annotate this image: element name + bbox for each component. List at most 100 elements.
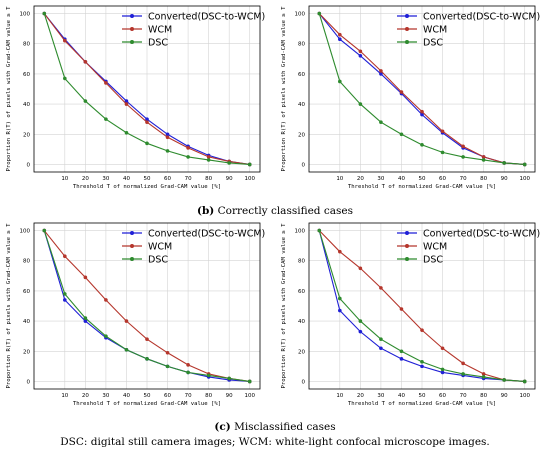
data-point-series-1 bbox=[124, 102, 129, 106]
data-point-series-2 bbox=[206, 158, 211, 162]
x-tick-label: 80 bbox=[205, 393, 212, 399]
data-point-series-1 bbox=[83, 275, 88, 280]
data-point-series-0 bbox=[63, 298, 67, 302]
data-point-series-2 bbox=[104, 117, 108, 121]
y-tick-label: 80 bbox=[298, 259, 305, 265]
x-tick-label: 60 bbox=[164, 393, 171, 399]
y-tick-label: 100 bbox=[20, 229, 31, 235]
data-point-series-1 bbox=[145, 337, 149, 341]
x-tick-label: 40 bbox=[398, 393, 405, 399]
legend-swatch-marker bbox=[405, 40, 409, 44]
data-point-series-1 bbox=[481, 372, 486, 376]
data-point-series-1 bbox=[206, 155, 211, 159]
data-point-series-0 bbox=[440, 370, 445, 375]
x-tick-label: 100 bbox=[244, 176, 255, 182]
data-point-series-1 bbox=[338, 249, 342, 254]
data-point-series-0 bbox=[420, 364, 424, 369]
legend-swatch-marker bbox=[405, 14, 409, 18]
data-point-series-1 bbox=[145, 120, 149, 124]
x-tick-label: 50 bbox=[144, 393, 151, 399]
legend-swatch-marker bbox=[405, 244, 409, 248]
x-axis-label: Threshold T of normalized Grad-CAM value… bbox=[73, 401, 221, 407]
legend-entry: DSC bbox=[148, 38, 168, 49]
data-point-series-0 bbox=[338, 308, 342, 313]
x-tick-label: 10 bbox=[61, 393, 68, 399]
data-point-series-2 bbox=[165, 149, 170, 153]
caption-c-letter: (c) bbox=[214, 421, 231, 433]
data-point-series-2 bbox=[317, 11, 322, 16]
x-axis-label: Threshold T of normalized Grad-CAM value… bbox=[348, 401, 496, 407]
data-point-series-2 bbox=[481, 158, 486, 162]
x-tick-label: 60 bbox=[164, 176, 171, 182]
y-axis-label: Proportion R(T) of pixels with Grad-CAM … bbox=[6, 6, 12, 172]
data-point-series-1 bbox=[165, 350, 170, 355]
caption-b-letter: (b) bbox=[196, 205, 215, 217]
legend-entry: DSC bbox=[423, 255, 443, 266]
data-point-series-2 bbox=[206, 373, 211, 378]
data-point-series-1 bbox=[440, 346, 445, 351]
data-point-series-1 bbox=[165, 135, 170, 140]
legend-swatch-marker bbox=[405, 257, 409, 261]
legend-swatch-marker bbox=[405, 231, 409, 235]
chart-panel-mis-right: 10 20 30 40 50 60 70 80 90 100 0 20 40 60 80 100 Thresho… bbox=[281, 222, 540, 407]
x-tick-label: 20 bbox=[82, 176, 89, 182]
data-point-series-1 bbox=[399, 307, 404, 311]
legend-entry: Converted(DSC-to-WCM) bbox=[148, 12, 265, 23]
x-tick-label: 100 bbox=[244, 393, 255, 399]
data-point-series-1 bbox=[420, 328, 424, 332]
data-point-series-0 bbox=[358, 329, 363, 334]
x-tick-label: 10 bbox=[336, 393, 343, 399]
data-point-series-1 bbox=[104, 298, 108, 302]
data-point-series-1 bbox=[399, 90, 404, 94]
data-point-series-2 bbox=[358, 319, 363, 323]
y-tick-label: 40 bbox=[23, 319, 30, 325]
data-point-series-2 bbox=[461, 155, 465, 159]
data-point-series-2 bbox=[63, 292, 67, 296]
y-tick-label: 20 bbox=[298, 349, 305, 355]
data-point-series-1 bbox=[440, 129, 445, 134]
plot-frame bbox=[33, 222, 261, 390]
caption-c-text: Misclassified cases bbox=[234, 421, 336, 433]
data-point-series-1 bbox=[379, 69, 383, 73]
data-point-series-1 bbox=[461, 144, 465, 149]
chart-panel-correct-left: 10 20 30 40 50 60 70 80 90 100 0 20 40 60 80 100 Thresho… bbox=[6, 5, 265, 190]
x-tick-label: 90 bbox=[226, 176, 233, 182]
data-point-series-2 bbox=[399, 349, 404, 354]
data-point-series-0 bbox=[338, 37, 342, 41]
data-point-series-1 bbox=[124, 319, 129, 323]
y-tick-label: 0 bbox=[302, 162, 306, 168]
data-point-series-2 bbox=[420, 360, 424, 364]
y-tick-label: 20 bbox=[23, 132, 30, 138]
y-tick-label: 40 bbox=[298, 102, 305, 108]
y-tick-label: 100 bbox=[295, 229, 306, 235]
data-point-series-1 bbox=[358, 266, 363, 271]
plot-frame bbox=[33, 5, 261, 173]
x-tick-label: 50 bbox=[144, 176, 151, 182]
data-point-series-2 bbox=[227, 376, 231, 381]
legend-entry: WCM bbox=[423, 242, 447, 253]
chart-panel-mis-left: 10 20 30 40 50 60 70 80 90 100 0 20 40 60 80 100 Thresho… bbox=[6, 222, 265, 407]
data-point-series-1 bbox=[63, 254, 67, 258]
x-tick-label: 70 bbox=[460, 393, 467, 399]
x-tick-label: 80 bbox=[480, 176, 487, 182]
y-tick-label: 60 bbox=[23, 289, 30, 295]
x-tick-label: 40 bbox=[398, 176, 405, 182]
data-point-series-1 bbox=[104, 81, 108, 85]
x-tick-label: 10 bbox=[61, 176, 68, 182]
y-tick-label: 20 bbox=[23, 349, 30, 355]
x-tick-label: 90 bbox=[226, 393, 233, 399]
x-tick-label: 20 bbox=[82, 393, 89, 399]
y-tick-label: 100 bbox=[295, 12, 306, 18]
x-axis-label: Threshold T of normalized Grad-CAM value… bbox=[73, 184, 221, 190]
x-tick-label: 50 bbox=[419, 176, 426, 182]
data-point-series-1 bbox=[83, 60, 88, 64]
data-point-series-2 bbox=[420, 143, 424, 147]
data-point-series-2 bbox=[440, 150, 445, 155]
data-point-series-2 bbox=[317, 228, 322, 233]
data-point-series-2 bbox=[338, 296, 342, 301]
x-axis-label: Threshold T of normalized Grad-CAM value… bbox=[348, 184, 496, 190]
data-point-series-0 bbox=[165, 132, 170, 137]
y-tick-label: 100 bbox=[20, 12, 31, 18]
data-point-series-2 bbox=[145, 141, 149, 146]
data-point-series-0 bbox=[358, 54, 363, 58]
